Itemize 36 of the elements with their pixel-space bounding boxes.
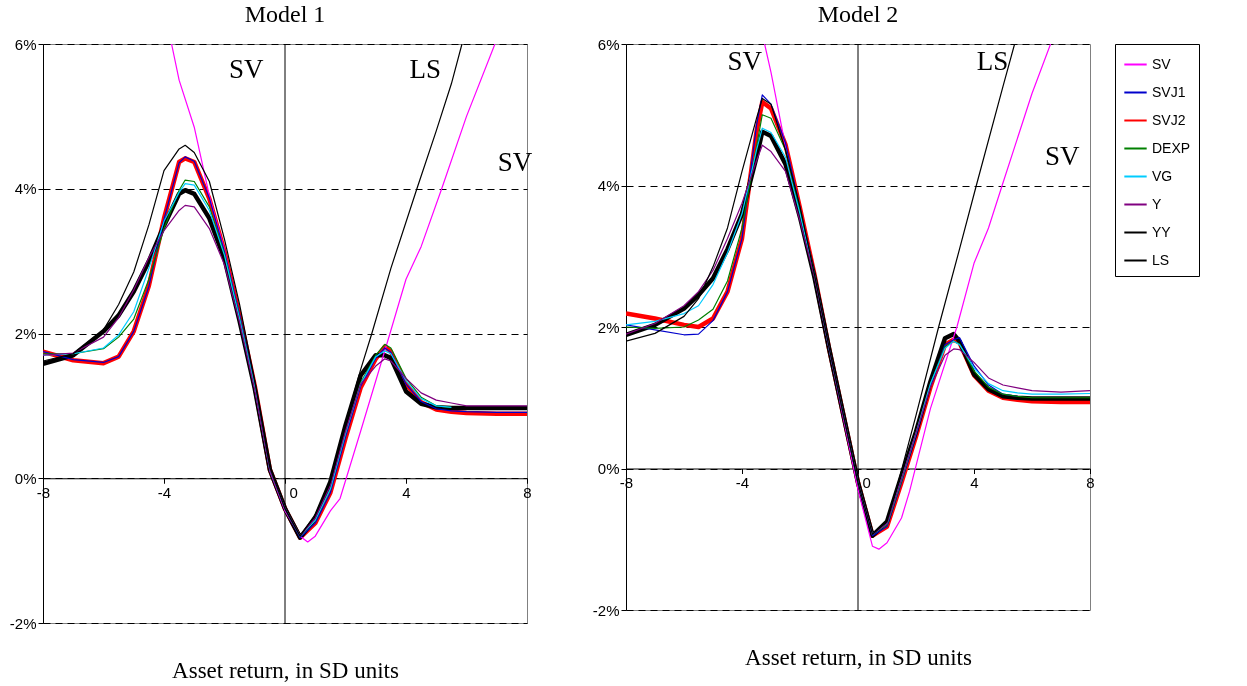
x-tick-label: -4 xyxy=(735,474,750,491)
annotation: LS xyxy=(976,46,1009,77)
y-tick-label: 4% xyxy=(597,177,620,194)
legend-label: VG xyxy=(1152,167,1173,184)
legend-label: SVJ1 xyxy=(1152,83,1186,100)
annotation: SV xyxy=(727,46,763,77)
x-axis-title: Asset return, in SD units xyxy=(172,657,399,683)
annotation: SV xyxy=(497,146,533,177)
y-tick-label: -2% xyxy=(592,601,620,619)
legend-label: SV xyxy=(1152,55,1172,72)
y-tick-label: 0% xyxy=(597,460,620,477)
y-tick-label: 4% xyxy=(14,180,37,198)
y-tick-label: 0% xyxy=(14,469,37,487)
x-tick-label: 0 xyxy=(862,474,871,491)
x-tick-label: 8 xyxy=(1086,474,1095,491)
y-tick-label: -2% xyxy=(9,614,37,632)
legend-label: YY xyxy=(1152,223,1172,240)
y-tick-label: 2% xyxy=(14,325,37,342)
legend-label: SVJ2 xyxy=(1152,111,1186,128)
chart-title: Model 1 xyxy=(244,1,326,27)
annotation: SV xyxy=(229,54,265,85)
annotation: LS xyxy=(409,54,442,85)
x-tick-label: 0 xyxy=(289,483,298,501)
x-tick-label: -4 xyxy=(157,483,172,501)
x-tick-label: 8 xyxy=(523,483,532,501)
x-tick-label: 4 xyxy=(970,474,979,491)
y-tick-label: 6% xyxy=(14,35,37,53)
y-tick-label: 6% xyxy=(597,35,620,53)
chart-title: Model 2 xyxy=(817,1,899,27)
annotation: SV xyxy=(1044,141,1080,172)
x-axis-title: Asset return, in SD units xyxy=(745,644,972,670)
legend-label: Y xyxy=(1152,195,1162,212)
x-tick-label: 4 xyxy=(402,483,411,501)
legend-label: LS xyxy=(1152,251,1170,268)
y-tick-label: 2% xyxy=(597,318,620,336)
legend-label: DEXP xyxy=(1152,139,1191,156)
